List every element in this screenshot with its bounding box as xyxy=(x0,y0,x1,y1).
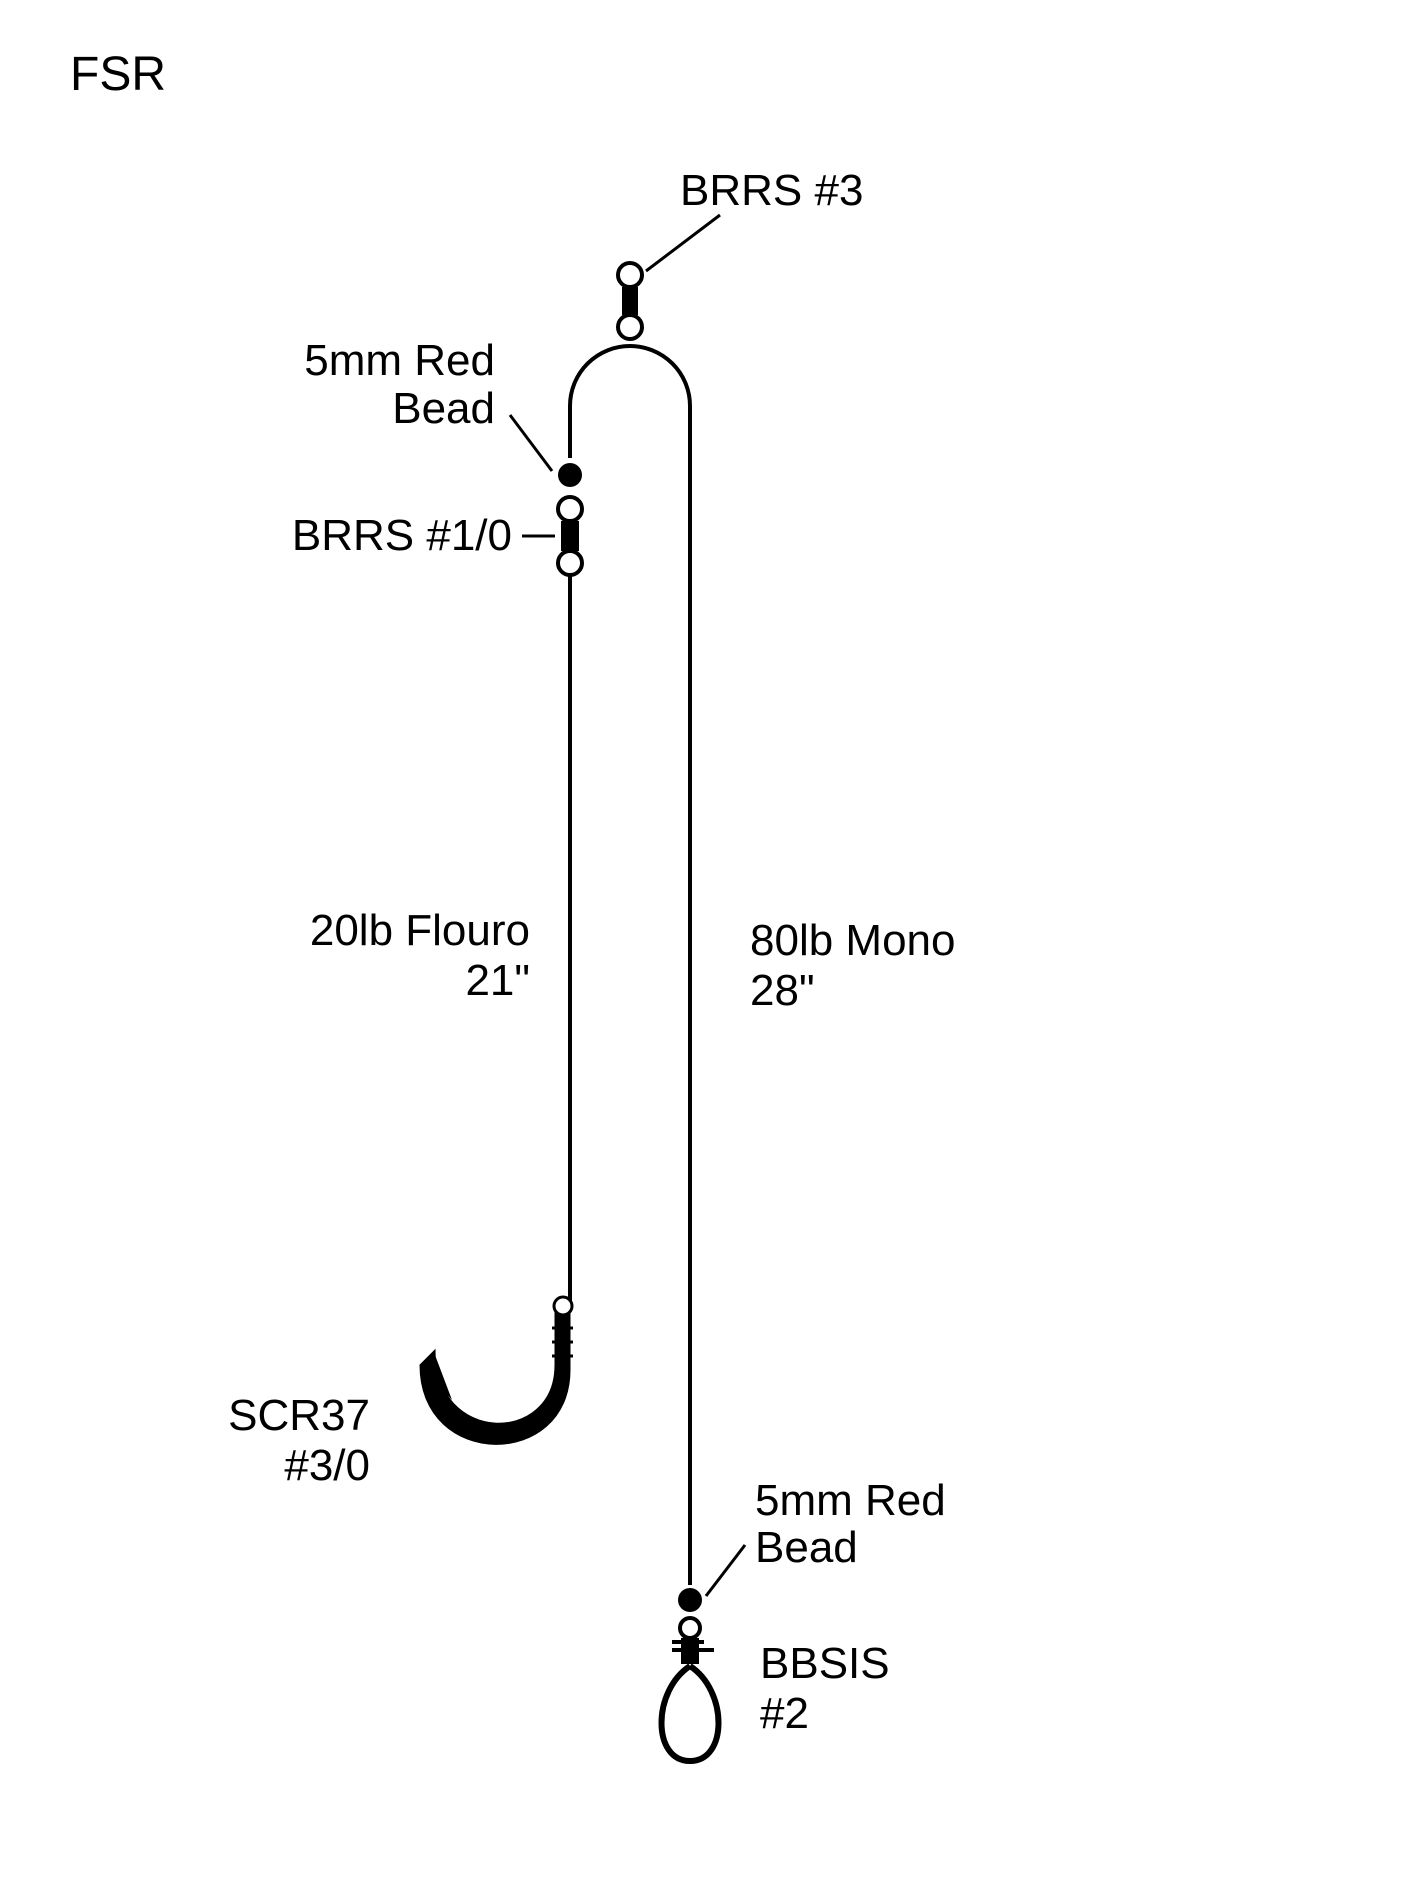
right-bead xyxy=(678,1588,702,1612)
right-bead-label-1: 5mm Red xyxy=(755,1476,946,1525)
left-bead-label-1: 5mm Red xyxy=(304,336,495,385)
right-bead-leader xyxy=(706,1545,745,1596)
left-bead xyxy=(558,463,582,487)
left-swivel-ring-upper xyxy=(558,497,582,521)
hook-label-1: SCR37 xyxy=(228,1391,370,1440)
left-swivel-label: BRRS #1/0 xyxy=(292,511,512,560)
hook-label-2: #3/0 xyxy=(284,1441,370,1490)
top-swivel-leader xyxy=(646,215,720,271)
snap-swivel-label-1: BBSIS xyxy=(760,1639,890,1688)
top-swivel-ring-upper xyxy=(618,263,642,287)
right-line-label-1: 80lb Mono xyxy=(750,916,955,965)
left-bead-label-2: Bead xyxy=(392,384,495,433)
left-line-label-2: 21" xyxy=(465,956,530,1005)
top-swivel-ring-lower xyxy=(618,315,642,339)
left-line-label-1: 20lb Flouro xyxy=(310,906,530,955)
branch-arc xyxy=(570,346,690,458)
snap-swivel-ring xyxy=(680,1618,700,1638)
left-swivel-ring-lower xyxy=(558,551,582,575)
diagram-title: FSR xyxy=(70,48,166,101)
top-swivel-label: BRRS #3 xyxy=(680,166,863,215)
snap-loop xyxy=(662,1666,719,1761)
left-swivel-barrel xyxy=(561,521,579,551)
snap-swivel-label-2: #2 xyxy=(760,1689,809,1738)
right-line-label-2: 28" xyxy=(750,966,815,1015)
right-bead-label-2: Bead xyxy=(755,1523,858,1572)
left-bead-leader xyxy=(510,415,552,471)
hook-eye xyxy=(554,1297,572,1315)
top-swivel-barrel xyxy=(622,287,638,315)
